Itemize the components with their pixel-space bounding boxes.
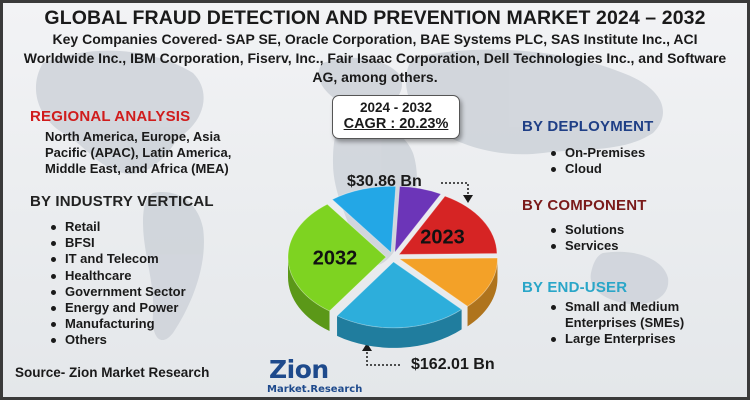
enduser-heading: BY END-USER — [522, 279, 628, 296]
pie-slice-side — [288, 257, 330, 331]
pie-slice — [287, 203, 387, 312]
industry-item: Others — [49, 332, 186, 348]
main-title: GLOBAL FRAUD DETECTION AND PREVENTION MA… — [44, 7, 706, 29]
cagr-years: 2024 - 2032 — [359, 100, 433, 115]
pie-slice-side — [467, 258, 498, 327]
industry-item: Government Sector — [49, 284, 186, 300]
deployment-heading: BY DEPLOYMENT — [522, 118, 654, 135]
end-value-label: $162.01 Bn — [411, 356, 495, 373]
enduser-item: Small and Medium Enterprises (SMEs) — [549, 299, 719, 331]
start-value-arrowhead — [463, 195, 473, 203]
end-value-arrowhead — [362, 343, 372, 351]
pie-slice-label: 2032 — [313, 248, 358, 270]
pie-chart: 2023 2032 — [287, 185, 498, 348]
industry-list: Retail BFSI IT and Telecom Healthcare Go… — [49, 219, 186, 349]
enduser-list: Small and Medium Enterprises (SMEs) Larg… — [549, 299, 719, 348]
deployment-item: On-Premises — [549, 145, 645, 161]
pie-slice — [336, 261, 463, 329]
pie-slice-label: 2023 — [420, 227, 465, 249]
deployment-list: On-Premises Cloud — [549, 145, 645, 177]
component-heading: BY COMPONENT — [522, 197, 647, 214]
start-value-pointer — [441, 182, 469, 197]
cagr-box: 2024 - 2032 CAGR : 20.23% — [332, 95, 460, 139]
industry-item: BFSI — [49, 235, 186, 251]
component-list: Solutions Services — [549, 222, 624, 254]
logo-brand: Zion — [269, 355, 329, 384]
end-value-pointer — [366, 348, 401, 366]
pie-slice — [394, 185, 442, 254]
regional-heading: REGIONAL ANALYSIS — [30, 108, 191, 125]
value-pointers — [362, 182, 473, 366]
component-item: Solutions — [549, 222, 624, 238]
pie-slice — [331, 185, 397, 254]
industry-item: Energy and Power — [49, 300, 186, 316]
industry-item: Manufacturing — [49, 316, 186, 332]
pie-slice — [398, 195, 498, 255]
start-value-label: $30.86 Bn — [347, 173, 422, 190]
key-companies-subtitle: Key Companies Covered- SAP SE, Oracle Co… — [23, 31, 727, 85]
cagr-value: CAGR : 20.23% — [343, 116, 449, 132]
source-text: Source- Zion Market Research — [15, 365, 210, 380]
industry-item: IT and Telecom — [49, 251, 186, 267]
deployment-item: Cloud — [549, 161, 645, 177]
pie-slice — [398, 257, 498, 307]
industry-item: Retail — [49, 219, 186, 235]
logo-subtitle: Market.Research — [267, 384, 363, 395]
industry-item: Healthcare — [49, 268, 186, 284]
industry-heading: BY INDUSTRY VERTICAL — [30, 193, 214, 210]
zion-logo: Zion Market.Research — [265, 355, 362, 397]
regional-text: North America, Europe, Asia Pacific (APA… — [45, 129, 232, 176]
enduser-item: Large Enterprises — [549, 331, 719, 347]
pie-slice-side — [337, 309, 462, 348]
component-item: Services — [549, 238, 624, 254]
